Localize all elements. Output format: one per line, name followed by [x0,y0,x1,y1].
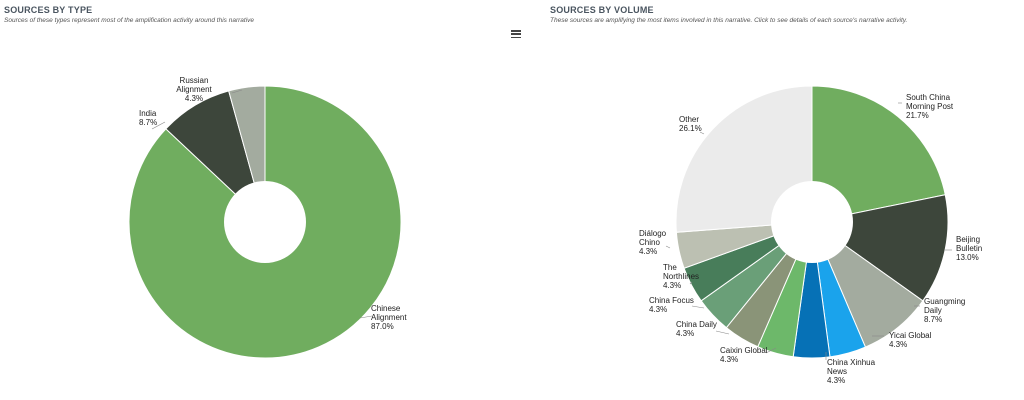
slice-label-south-china-morning-post: South China Morning Post 21.7% [906,93,954,120]
panel-title: SOURCES BY VOLUME [550,5,654,15]
slice-label-chinese-alignment: Chinese Alignment 87.0% [371,304,407,331]
connector-line-china-focus [691,305,705,309]
sources-by-type-panel: SOURCES BY TYPE Sources of these types r… [4,5,255,24]
slice-south-china-morning-post[interactable] [811,85,946,223]
connector-line-russian-alignment [231,89,243,94]
slice-label-yicai-global: Yicai Global 4.3% [889,331,932,349]
connector-line-caixin-global [765,347,777,354]
hamburger-icon[interactable] [511,30,521,40]
panel-title: SOURCES BY TYPE [4,5,93,15]
slice-label-other: Other 26.1% [679,115,702,133]
donut-hole [224,181,306,263]
connector-line-other [699,131,705,135]
slice-label-china-daily: China Daily 4.3% [676,320,717,338]
slice-other[interactable] [675,85,813,233]
connector-line-chinese-alignment [359,315,373,319]
connector-line-the-northlines [689,281,693,285]
donut-chart-2: South China Morning Post 21.7% Beijing Bulle… [639,85,982,385]
connector-line-india [151,121,166,130]
sources-by-volume-panel: SOURCES BY VOLUME These sources are ampl… [545,0,1024,400]
donut-hole [771,181,853,263]
panel-subtitle: Sources of these types represent most of… [4,17,255,24]
slice-label-beijing-bulletin: Beijing Bulletin 13.0% [956,235,982,262]
slice-label-caixin-global: Caixin Global 4.3% [720,346,768,364]
slice-label-china-xinhua-news: China Xinhua News 4.3% [827,358,876,385]
slice-label-china-focus: China Focus 4.3% [649,296,694,314]
donut-chart-1: Chinese Alignment 87.0% India 8.7% Russian Ali… [128,76,407,359]
slice-label-india: India 8.7% [139,109,157,127]
slice-label-russian-alignment: Russian Alignment 4.3% [176,76,212,103]
slice-label-dialogo-chino: Diálogo Chino 4.3% [639,229,667,256]
panel-subtitle: These sources are amplifying the most it… [550,17,908,24]
connector-line-china-daily [715,330,730,335]
connector-line-dialogo-chino [665,245,671,249]
slice-label-the-northlines: The Northlines 4.3% [663,263,699,290]
slice-label-guangming-daily: Guangming Daily 8.7% [924,297,965,324]
